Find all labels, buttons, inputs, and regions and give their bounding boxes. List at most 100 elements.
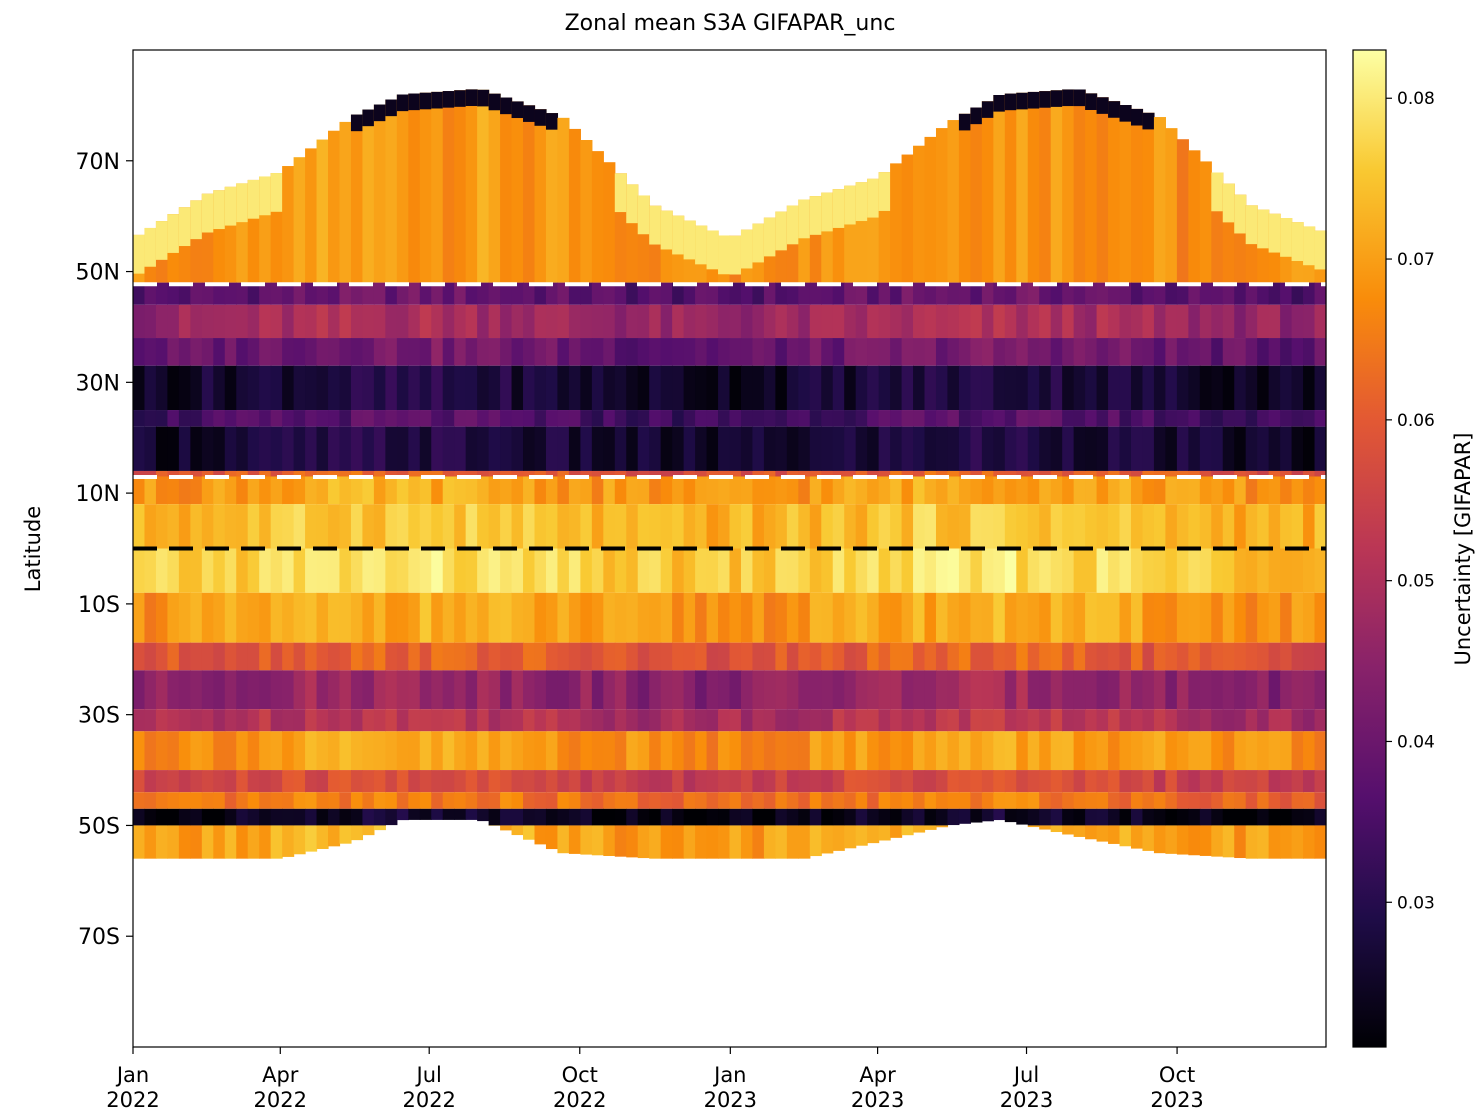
heatmap-cell (1050, 282, 1063, 305)
heatmap-cell (1234, 709, 1247, 732)
heatmap-cell (821, 670, 834, 710)
heatmap-cell (282, 365, 295, 411)
heatmap-cell (1303, 709, 1316, 732)
heatmap-cell (396, 426, 409, 471)
heatmap-cell (672, 470, 685, 477)
heatmap-cell (339, 304, 352, 339)
heatmap-cell (488, 304, 501, 339)
heatmap-cell (431, 365, 444, 411)
heatmap-cell (924, 470, 937, 477)
heatmap-cell (534, 282, 547, 305)
heatmap-cell (523, 770, 536, 793)
heatmap-cell (913, 592, 926, 643)
heatmap-cell (798, 548, 811, 593)
heatmap-cell (236, 504, 249, 549)
heatmap-cell (1222, 709, 1235, 732)
heatmap-cell (1130, 592, 1144, 643)
heatmap-cell (695, 476, 708, 505)
heatmap-cell (786, 365, 799, 411)
heatmap-cell (247, 504, 260, 549)
heatmap-cell (913, 338, 926, 366)
heatmap-cell (1257, 476, 1270, 505)
heatmap-cell (1268, 792, 1281, 809)
heatmap-cell (1291, 504, 1304, 549)
heatmap-cell (626, 282, 639, 305)
heatmap-cell (821, 426, 834, 471)
heatmap-cell (901, 476, 914, 505)
heatmap-cell (1016, 548, 1029, 593)
x-axis: Jan2022Apr2022Jul2022Oct2022Jan2023Apr20… (106, 1047, 1204, 1112)
heatmap-cell (970, 808, 983, 823)
heatmap-cell (259, 548, 272, 593)
heatmap-cell (259, 592, 272, 643)
heatmap-cell (1096, 825, 1109, 842)
heatmap-cell (408, 476, 421, 505)
heatmap-cell (660, 709, 673, 732)
heatmap-cell (1188, 470, 1201, 477)
heatmap-cell (362, 410, 375, 427)
heatmap-cell (809, 410, 822, 427)
heatmap-cell (144, 227, 157, 267)
heatmap-cell (1199, 825, 1212, 856)
heatmap-cell (1039, 410, 1052, 427)
heatmap-cell (1130, 365, 1144, 411)
heatmap-cell (293, 808, 306, 826)
heatmap-cell (683, 548, 696, 593)
heatmap-cell (752, 792, 765, 809)
heatmap-cell (855, 282, 868, 305)
heatmap-cell (660, 338, 673, 366)
heatmap-cell (649, 792, 662, 809)
x-tick-label: 2023 (1000, 1088, 1053, 1112)
heatmap-cell (442, 476, 455, 505)
heatmap-cell (350, 792, 364, 809)
heatmap-cell (350, 470, 364, 477)
heatmap-cell (1108, 338, 1121, 366)
heatmap-cell (396, 94, 409, 112)
heatmap-cell (247, 731, 260, 771)
heatmap-cell (1280, 548, 1293, 593)
heatmap-cell (1027, 709, 1040, 732)
heatmap-cell (293, 792, 306, 809)
x-tick-label: 2023 (851, 1088, 904, 1112)
heatmap-cell (729, 548, 742, 593)
heatmap-cell (901, 304, 914, 339)
colorbar-label: Uncertainty [GIFAPAR] (1451, 432, 1475, 665)
heatmap-cell (626, 338, 639, 366)
heatmap-cell (1199, 548, 1212, 593)
heatmap-cell (339, 731, 352, 771)
heatmap-cell (890, 642, 903, 671)
heatmap-cell (282, 304, 295, 339)
heatmap-cell (190, 770, 203, 793)
heatmap-cell (270, 709, 283, 732)
heatmap-cell (672, 548, 685, 593)
heatmap-cell (821, 192, 834, 232)
heatmap-cell (1073, 709, 1086, 732)
heatmap-cell (465, 592, 478, 643)
heatmap-cell (683, 592, 696, 643)
heatmap-cell (1303, 426, 1316, 471)
heatmap-cell (1188, 709, 1201, 732)
heatmap-cell (752, 410, 765, 427)
heatmap-cell (133, 476, 146, 505)
heatmap-cell (1039, 338, 1052, 366)
heatmap-cell (373, 792, 386, 809)
heatmap-cell (695, 470, 708, 477)
heatmap-cell (1085, 476, 1098, 505)
heatmap-cell (511, 808, 524, 826)
heatmap-cell (523, 592, 536, 643)
heatmap-cell (993, 476, 1006, 505)
heatmap-cell (637, 410, 650, 427)
heatmap-cell (1268, 504, 1281, 549)
heatmap-cell (626, 670, 639, 710)
heatmap-cell (500, 808, 513, 826)
heatmap-cell (649, 808, 662, 826)
heatmap-cell (488, 504, 501, 549)
heatmap-cell (752, 223, 765, 263)
heatmap-cell (488, 93, 501, 111)
heatmap-cell (867, 338, 880, 366)
heatmap-cell (350, 709, 364, 732)
heatmap-cell (305, 670, 318, 710)
heatmap-cell (637, 282, 650, 305)
heatmap-cell (901, 825, 914, 836)
heatmap-cell (718, 338, 731, 366)
